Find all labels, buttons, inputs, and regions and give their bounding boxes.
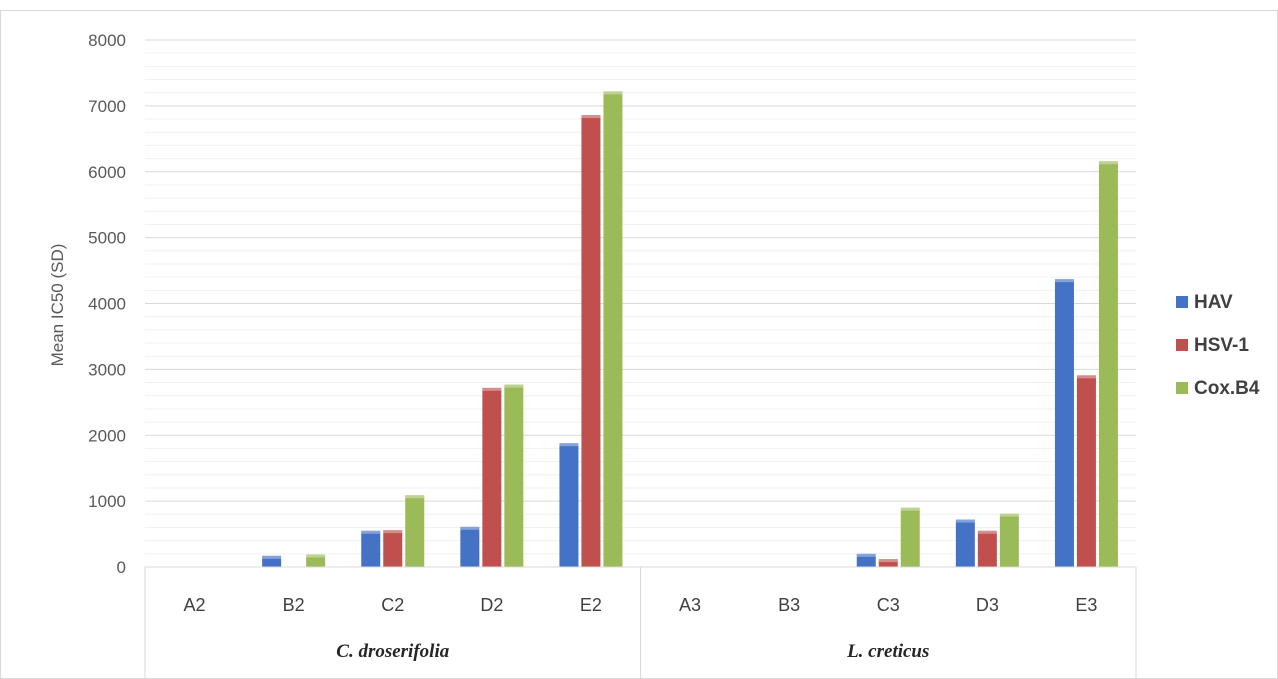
gridlines bbox=[145, 39, 1136, 555]
legend-swatch bbox=[1176, 382, 1188, 394]
bar-hsv-1-e3 bbox=[1076, 375, 1096, 567]
bars bbox=[262, 91, 1118, 567]
y-tick-label: 0 bbox=[117, 558, 126, 577]
x-tick-label: A3 bbox=[679, 595, 701, 615]
group-label: C. droserifolia bbox=[336, 641, 449, 662]
x-tick-label: E2 bbox=[580, 595, 602, 615]
bar-cox-b4-e2 bbox=[603, 91, 623, 567]
x-tick-label: A2 bbox=[184, 595, 206, 615]
x-tick-label: D3 bbox=[976, 595, 999, 615]
y-tick-label: 6000 bbox=[88, 163, 126, 182]
bar-highlight bbox=[1054, 279, 1074, 283]
y-tick-label: 7000 bbox=[88, 97, 126, 116]
bar-hsv-1-d2 bbox=[482, 387, 502, 567]
bar-highlight bbox=[383, 530, 403, 534]
legend-label: HSV-1 bbox=[1194, 335, 1249, 356]
bar-hav-d2 bbox=[460, 526, 480, 567]
bar-cox-b4-d2 bbox=[504, 384, 524, 567]
x-tick-label: C2 bbox=[381, 595, 404, 615]
y-tick-label: 8000 bbox=[88, 31, 126, 50]
y-tick-label: 5000 bbox=[88, 229, 126, 248]
bar-highlight bbox=[581, 115, 601, 119]
x-tick-label: C3 bbox=[877, 595, 900, 615]
bar-hav-c2 bbox=[361, 530, 381, 567]
legend-label: HAV bbox=[1194, 292, 1233, 313]
bar-highlight bbox=[405, 495, 425, 499]
bar-hav-e2 bbox=[559, 443, 579, 567]
bar-highlight bbox=[1098, 161, 1118, 165]
bar-highlight bbox=[504, 384, 524, 388]
bar-hav-b2 bbox=[262, 555, 282, 567]
y-tick-label: 2000 bbox=[88, 426, 126, 445]
bar-cox-b4-d3 bbox=[999, 513, 1019, 567]
legend-swatch bbox=[1176, 296, 1188, 308]
bar-hsv-1-c2 bbox=[383, 530, 403, 567]
bar-cox-b4-c3 bbox=[900, 507, 920, 567]
bar-highlight bbox=[977, 530, 997, 534]
bar-cox-b4-e3 bbox=[1098, 161, 1118, 567]
bar-highlight bbox=[878, 559, 898, 563]
bar-highlight bbox=[306, 554, 326, 558]
bar-hav-d3 bbox=[955, 519, 975, 567]
x-tick-label: B3 bbox=[778, 595, 800, 615]
legend-label: Cox.B4 bbox=[1194, 378, 1260, 399]
y-axis-ticks: 0 1000 2000 3000 4000 5000 6000 7000 8000 bbox=[88, 31, 126, 577]
bar-highlight bbox=[955, 519, 975, 523]
bar-highlight bbox=[999, 513, 1019, 517]
bar-highlight bbox=[262, 555, 282, 559]
group-label: L. creticus bbox=[846, 641, 929, 662]
bar-highlight bbox=[361, 530, 381, 534]
legend: HAV HSV-1 Cox.B4 bbox=[1176, 292, 1260, 399]
bar-highlight bbox=[460, 526, 480, 530]
bar-cox-b4-b2 bbox=[306, 554, 326, 567]
bar-hav-c3 bbox=[856, 553, 876, 567]
bar-highlight bbox=[559, 443, 579, 447]
bar-hav-e3 bbox=[1054, 279, 1074, 567]
bar-highlight bbox=[482, 387, 502, 391]
x-tick-label: B2 bbox=[283, 595, 305, 615]
category-axis: C. droserifolia L. creticus A2 B2 C2 D2 E2 A3 B3… bbox=[144, 566, 1137, 679]
y-tick-label: 3000 bbox=[88, 360, 126, 379]
y-tick-label: 1000 bbox=[88, 492, 126, 511]
legend-swatch bbox=[1176, 339, 1188, 351]
chart-border bbox=[0, 10, 1278, 679]
bar-highlight bbox=[603, 91, 623, 95]
x-tick-label: D2 bbox=[480, 595, 503, 615]
bar-hsv-1-d3 bbox=[977, 530, 997, 567]
y-tick-label: 4000 bbox=[88, 295, 126, 314]
y-axis-title: Mean IC50 (SD) bbox=[48, 244, 67, 367]
bar-highlight bbox=[856, 553, 876, 557]
bar-highlight bbox=[1076, 375, 1096, 379]
x-tick-label: E3 bbox=[1075, 595, 1097, 615]
bar-hsv-1-c3 bbox=[878, 559, 898, 567]
bar-cox-b4-c2 bbox=[405, 495, 425, 567]
bar-highlight bbox=[900, 507, 920, 511]
bar-hsv-1-e2 bbox=[581, 115, 601, 567]
